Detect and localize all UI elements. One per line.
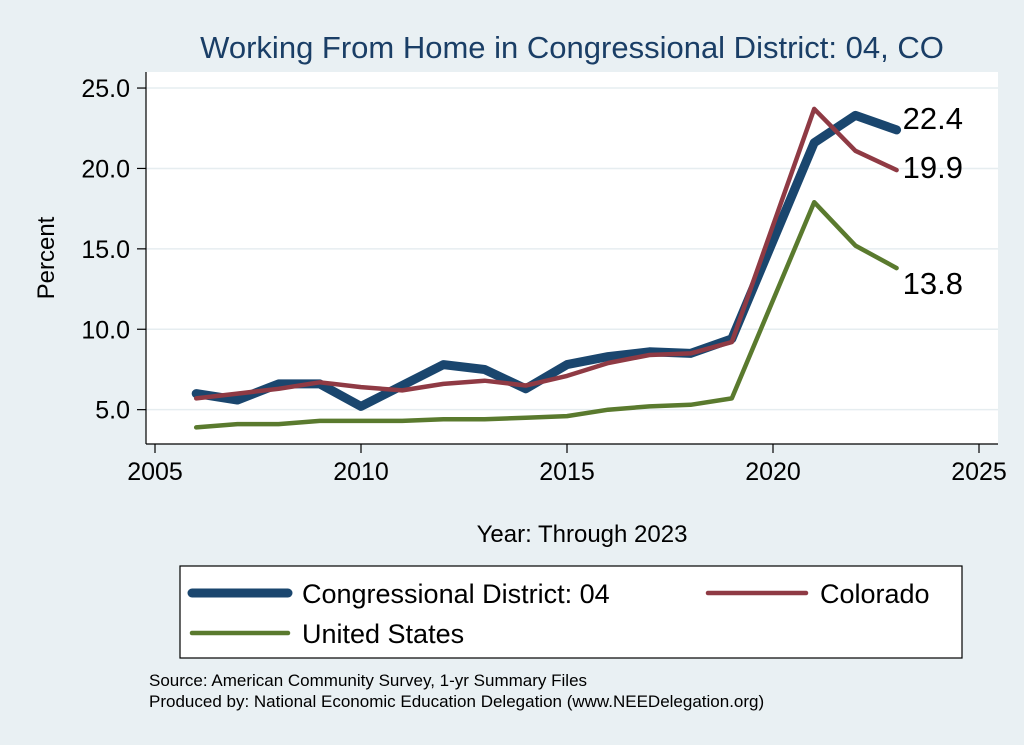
y-axis-label: Percent (33, 216, 60, 299)
y-tick-label: 5.0 (95, 397, 130, 425)
grid-lines (146, 87, 998, 411)
legend-label-colorado: Colorado (820, 579, 930, 609)
series-line-colorado (193, 106, 899, 401)
x-tick-label: 2010 (333, 458, 389, 486)
legend-label-united-states: United States (302, 619, 464, 649)
x-tick-label: 2005 (127, 458, 183, 486)
legend: Congressional District: 04 Colorado United… (187, 579, 930, 649)
x-axis-label: Year: Through 2023 (477, 521, 688, 548)
end-label-united-states: 13.8 (903, 266, 963, 301)
chart-title: Working From Home in Congressional Distr… (200, 30, 944, 65)
source-line-2: Produced by: National Economic Education… (149, 692, 764, 711)
end-label-congressional-district: 22.4 (903, 101, 963, 136)
x-tick-label: 2025 (951, 458, 1007, 486)
legend-box (179, 565, 963, 659)
x-tick-label: 2020 (745, 458, 801, 486)
legend-label-congressional-district: Congressional District: 04 (302, 579, 610, 609)
axes: 5.0 10.0 15.0 20.0 25.0 2005 2010 2015 2020 2025 (81, 72, 1007, 486)
y-tick-label: 25.0 (81, 75, 130, 103)
y-tick-label: 15.0 (81, 236, 130, 264)
x-tick-label: 2015 (539, 458, 595, 486)
y-tick-label: 20.0 (81, 155, 130, 183)
series-line-united-states (193, 199, 899, 430)
series-lines (191, 106, 902, 430)
y-tick-label: 10.0 (81, 316, 130, 344)
end-labels: 22.4 19.9 13.8 (903, 101, 963, 301)
source-line-1: Source: American Community Survey, 1-yr … (149, 671, 587, 690)
end-label-colorado: 19.9 (903, 150, 963, 185)
